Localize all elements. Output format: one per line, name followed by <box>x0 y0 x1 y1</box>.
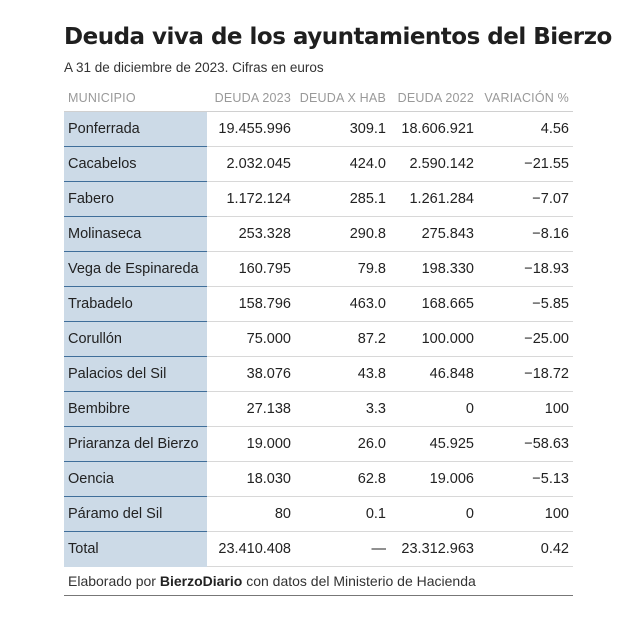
value-cell: 424.0 <box>295 146 390 182</box>
value-cell: −7.07 <box>478 181 573 217</box>
source-prefix: Elaborado por <box>68 573 160 589</box>
value-cell: 79.8 <box>295 251 390 287</box>
value-cell: 23.312.963 <box>390 531 478 567</box>
total-row: Total 23.410.408—23.312.963 0.42 <box>64 531 573 567</box>
table-header-row: MUNICIPIO DEUDA 2023 DEUDA X HAB DEUDA 2022… <box>64 85 573 112</box>
value-cell: 198.330 <box>390 251 478 287</box>
municipality-cell: Fabero <box>64 181 207 217</box>
value-cell: 27.138 <box>207 391 295 427</box>
value-cell: −18.72 <box>478 356 573 392</box>
value-cell: 275.843 <box>390 216 478 252</box>
value-cell: 23.410.408 <box>207 531 295 567</box>
value-cell: 160.795 <box>207 251 295 287</box>
value-cell: 168.665 <box>390 286 478 322</box>
municipality-cell: Trabadelo <box>64 286 207 322</box>
value-cell: 87.2 <box>295 321 390 357</box>
value-cell: 4.56 <box>478 111 573 147</box>
value-cell: 26.0 <box>295 426 390 462</box>
municipality-cell: Vega de Espinareda <box>64 251 207 287</box>
source-suffix: con datos del Ministerio de Hacienda <box>242 573 476 589</box>
table-row: Corullón 75.000 87.2 100.000 −25.00 <box>64 321 573 357</box>
value-cell: — <box>295 531 390 567</box>
value-cell: 19.455.996 <box>207 111 295 147</box>
table-row: Trabadelo 158.796 463.0 168.665 −5.85 <box>64 286 573 322</box>
value-cell: −58.63 <box>478 426 573 462</box>
value-cell: 290.8 <box>295 216 390 252</box>
table-row: Fabero 1.172.124 285.1 1.261.284 −7.07 <box>64 181 573 217</box>
municipality-cell: Cacabelos <box>64 146 207 182</box>
municipality-cell: Molinaseca <box>64 216 207 252</box>
chart-title: Deuda viva de los ayuntamientos del Bier… <box>64 24 612 50</box>
table-row: Bembibre 27.138 3.3 0 100 <box>64 391 573 427</box>
value-cell: −5.13 <box>478 461 573 497</box>
value-cell: 100 <box>478 496 573 532</box>
value-cell: 100 <box>478 391 573 427</box>
source-brand: BierzoDiario <box>159 573 243 589</box>
table-row: Palacios del Sil 38.076 43.8 46.848 −18.72 <box>64 356 573 392</box>
value-cell: 285.1 <box>295 181 390 217</box>
value-cell: 2.032.045 <box>207 146 295 182</box>
value-cell: 309.1 <box>295 111 390 147</box>
value-cell: 46.848 <box>390 356 478 392</box>
value-cell: 158.796 <box>207 286 295 322</box>
value-cell: −18.93 <box>478 251 573 287</box>
column-header: DEUDA 2023 <box>207 85 295 112</box>
value-cell: 80 <box>207 496 295 532</box>
chart-subtitle: A 31 de diciembre de 2023. Cifras en eur… <box>64 60 324 75</box>
table-row: Molinaseca 253.328 290.8 275.843 −8.16 <box>64 216 573 252</box>
value-cell: 0.42 <box>478 531 573 567</box>
table-row: Páramo del Sil 80 0.1 0 100 <box>64 496 573 532</box>
value-cell: 463.0 <box>295 286 390 322</box>
table-row: Oencia 18.030 62.8 19.006 −5.13 <box>64 461 573 497</box>
value-cell: 1.261.284 <box>390 181 478 217</box>
municipality-cell: Priaranza del Bierzo <box>64 426 207 462</box>
value-cell: 18.606.921 <box>390 111 478 147</box>
municipality-cell: Oencia <box>64 461 207 497</box>
municipality-cell: Ponferrada <box>64 111 207 147</box>
value-cell: 45.925 <box>390 426 478 462</box>
value-cell: 19.006 <box>390 461 478 497</box>
column-header: MUNICIPIO <box>64 85 207 112</box>
value-cell: −25.00 <box>478 321 573 357</box>
chart-container: Deuda viva de los ayuntamientos del Bier… <box>64 20 612 596</box>
table-row: Ponferrada 19.455.996 309.1 18.606.921 4.56 <box>64 111 573 147</box>
municipality-cell: Bembibre <box>64 391 207 427</box>
municipality-cell: Corullón <box>64 321 207 357</box>
column-header: DEUDA 2022 <box>390 85 478 112</box>
value-cell: 0.1 <box>295 496 390 532</box>
table-row: Cacabelos 2.032.045 424.0 2.590.142 −21.55 <box>64 146 573 182</box>
source-note: Elaborado por BierzoDiario con datos del… <box>64 567 573 596</box>
value-cell: 100.000 <box>390 321 478 357</box>
value-cell: 43.8 <box>295 356 390 392</box>
municipality-cell: Total <box>64 531 207 567</box>
value-cell: −5.85 <box>478 286 573 322</box>
value-cell: −8.16 <box>478 216 573 252</box>
column-header: DEUDA X HAB <box>295 85 390 112</box>
value-cell: 18.030 <box>207 461 295 497</box>
value-cell: 75.000 <box>207 321 295 357</box>
value-cell: −21.55 <box>478 146 573 182</box>
value-cell: 38.076 <box>207 356 295 392</box>
municipality-cell: Páramo del Sil <box>64 496 207 532</box>
table-row: Priaranza del Bierzo 19.000 26.0 45.925 −58.… <box>64 426 573 462</box>
value-cell: 62.8 <box>295 461 390 497</box>
table-row: Vega de Espinareda 160.795 79.8 198.330 −18.… <box>64 251 573 287</box>
value-cell: 19.000 <box>207 426 295 462</box>
value-cell: 0 <box>390 496 478 532</box>
value-cell: 253.328 <box>207 216 295 252</box>
municipality-cell: Palacios del Sil <box>64 356 207 392</box>
value-cell: 0 <box>390 391 478 427</box>
debt-table: MUNICIPIO DEUDA 2023 DEUDA X HAB DEUDA 2022… <box>64 85 573 567</box>
column-header: VARIACIÓN % <box>478 85 573 112</box>
value-cell: 2.590.142 <box>390 146 478 182</box>
table-body: Ponferrada 19.455.996 309.1 18.606.921 4.56 C… <box>64 111 573 567</box>
value-cell: 3.3 <box>295 391 390 427</box>
value-cell: 1.172.124 <box>207 181 295 217</box>
